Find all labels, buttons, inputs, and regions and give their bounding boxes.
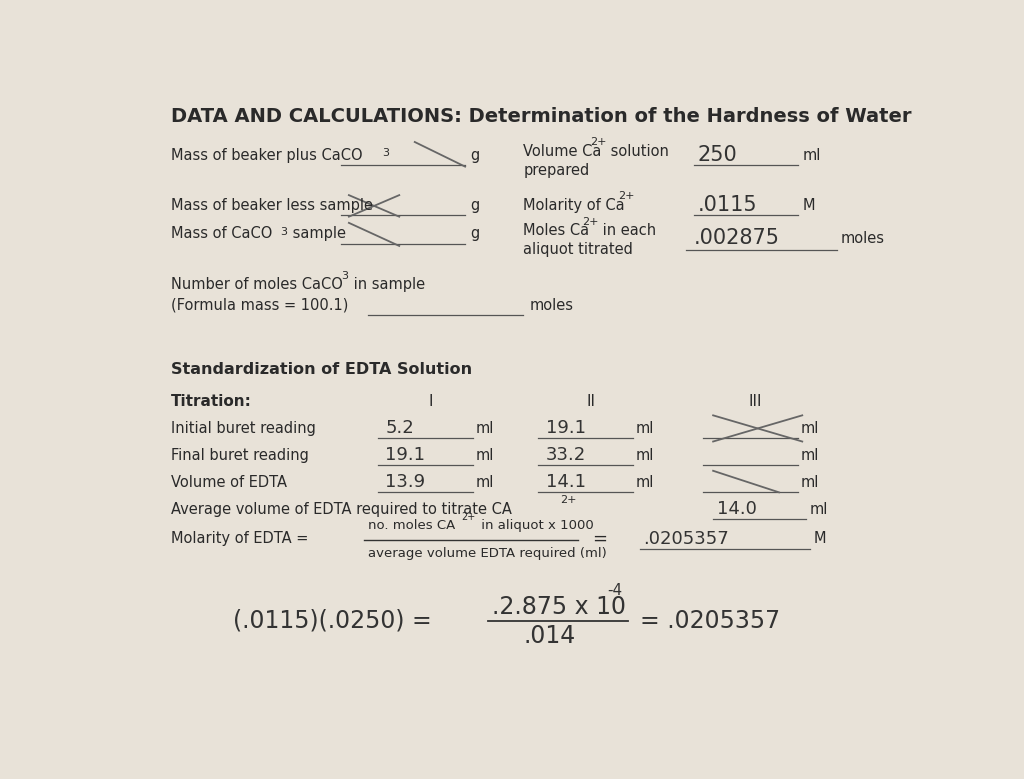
Text: Standardization of EDTA Solution: Standardization of EDTA Solution xyxy=(171,361,472,376)
Text: Number of moles CaCO: Number of moles CaCO xyxy=(171,277,342,292)
Text: 250: 250 xyxy=(697,145,737,165)
Text: Mass of beaker less sample: Mass of beaker less sample xyxy=(171,198,373,213)
Text: ml: ml xyxy=(636,475,654,490)
Text: (.0115)(.0250) =: (.0115)(.0250) = xyxy=(232,609,431,633)
Text: Volume Ca: Volume Ca xyxy=(523,144,602,159)
Text: 2+: 2+ xyxy=(560,495,577,506)
Text: .002875: .002875 xyxy=(693,228,779,249)
Text: 19.1: 19.1 xyxy=(546,419,586,438)
Text: ml: ml xyxy=(636,421,654,436)
Text: .0205357: .0205357 xyxy=(643,530,729,548)
Text: Initial buret reading: Initial buret reading xyxy=(171,421,315,436)
Text: 14.1: 14.1 xyxy=(546,474,586,492)
Text: Final buret reading: Final buret reading xyxy=(171,448,308,463)
Text: 2+: 2+ xyxy=(590,137,606,147)
Text: g: g xyxy=(471,226,480,241)
Text: ml: ml xyxy=(475,448,494,463)
Text: moles: moles xyxy=(841,231,885,245)
Text: Titration:: Titration: xyxy=(171,394,252,409)
Text: 14.0: 14.0 xyxy=(717,500,757,518)
Text: ml: ml xyxy=(801,475,819,490)
Text: -4: -4 xyxy=(607,583,622,597)
Text: moles: moles xyxy=(529,298,573,312)
Text: in each: in each xyxy=(598,223,656,238)
Text: Mass of CaCO: Mass of CaCO xyxy=(171,226,272,241)
Text: prepared: prepared xyxy=(523,163,590,178)
Text: in sample: in sample xyxy=(349,277,425,292)
Text: no. moles CA: no. moles CA xyxy=(369,519,456,532)
Text: ml: ml xyxy=(801,421,819,436)
Text: 3: 3 xyxy=(382,148,389,158)
Text: 5.2: 5.2 xyxy=(385,419,414,438)
Text: .014: .014 xyxy=(523,624,575,648)
Text: =: = xyxy=(592,530,606,548)
Text: Mass of beaker plus CaCO: Mass of beaker plus CaCO xyxy=(171,147,362,163)
Text: .2.875 x 10: .2.875 x 10 xyxy=(493,595,627,619)
Text: ml: ml xyxy=(810,502,828,516)
Text: g: g xyxy=(471,147,480,163)
Text: DATA AND CALCULATIONS: Determination of the Hardness of Water: DATA AND CALCULATIONS: Determination of … xyxy=(171,107,911,126)
Text: Volume of EDTA: Volume of EDTA xyxy=(171,475,287,490)
Text: ml: ml xyxy=(475,421,494,436)
Text: ml: ml xyxy=(801,448,819,463)
Text: ml: ml xyxy=(636,448,654,463)
Text: Molarity of EDTA =: Molarity of EDTA = xyxy=(171,531,308,546)
Text: .0115: .0115 xyxy=(697,195,758,215)
Text: 2+: 2+ xyxy=(461,512,475,522)
Text: 2+: 2+ xyxy=(617,192,634,201)
Text: aliquot titrated: aliquot titrated xyxy=(523,242,633,257)
Text: 2+: 2+ xyxy=(583,217,599,227)
Text: Average volume of EDTA required to titrate CA: Average volume of EDTA required to titra… xyxy=(171,502,512,516)
Text: 3: 3 xyxy=(341,270,348,280)
Text: ml: ml xyxy=(802,147,820,163)
Text: Molarity of Ca: Molarity of Ca xyxy=(523,198,625,213)
Text: ml: ml xyxy=(475,475,494,490)
Text: 33.2: 33.2 xyxy=(546,446,586,464)
Text: M: M xyxy=(802,198,815,213)
Text: solution: solution xyxy=(606,144,669,159)
Text: = .0205357: = .0205357 xyxy=(640,609,779,633)
Text: M: M xyxy=(814,531,826,546)
Text: 19.1: 19.1 xyxy=(385,446,425,464)
Text: Moles Ca: Moles Ca xyxy=(523,223,590,238)
Text: II: II xyxy=(586,394,595,409)
Text: I: I xyxy=(428,394,432,409)
Text: (Formula mass = 100.1): (Formula mass = 100.1) xyxy=(171,298,348,312)
Text: g: g xyxy=(471,198,480,213)
Text: sample: sample xyxy=(289,226,346,241)
Text: 13.9: 13.9 xyxy=(385,474,425,492)
Text: in aliquot x 1000: in aliquot x 1000 xyxy=(477,519,594,532)
Text: average volume EDTA required (ml): average volume EDTA required (ml) xyxy=(369,548,607,560)
Text: III: III xyxy=(749,394,763,409)
Text: 3: 3 xyxy=(280,227,287,237)
